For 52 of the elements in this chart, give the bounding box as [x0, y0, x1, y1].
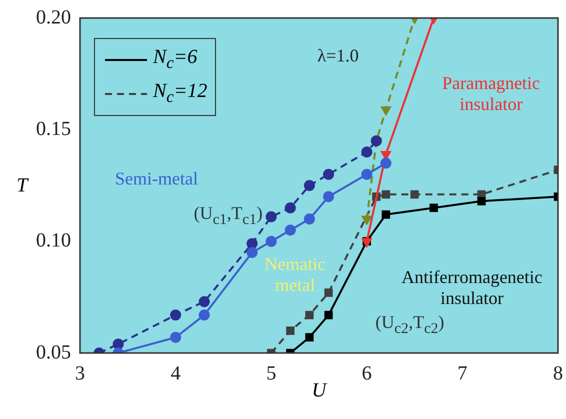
- annotation: λ=1.0: [317, 45, 359, 66]
- legend-label: N$_{c}$=6: [153, 46, 198, 72]
- legend-label: N$_{c}$=12: [153, 80, 208, 106]
- x-tick-label: 5: [266, 362, 276, 384]
- annotation: Nematic metal: [264, 254, 326, 296]
- annotation: (U$_{c1}$,T$_{c1}$): [194, 202, 263, 230]
- point: [304, 214, 315, 224]
- y-tick-label: 0.10: [36, 230, 71, 252]
- point: [305, 310, 314, 320]
- y-tick-label: 0.05: [36, 341, 71, 364]
- point: [361, 168, 372, 180]
- point: [370, 135, 382, 146]
- x-tick-label: 8: [553, 362, 563, 384]
- point: [477, 196, 486, 206]
- point: [382, 210, 390, 219]
- point: [323, 191, 334, 202]
- annotation: Paramagnetic insulator: [442, 72, 540, 115]
- x-tick-label: 3: [75, 362, 85, 384]
- x-tick-label: 4: [170, 362, 181, 384]
- point: [380, 158, 392, 169]
- annotation: Semi-metal: [114, 168, 198, 190]
- point: [410, 190, 419, 199]
- point: [284, 202, 296, 214]
- x-tick-label: 7: [457, 362, 468, 384]
- point: [304, 180, 315, 191]
- point: [198, 310, 210, 321]
- point: [323, 168, 334, 180]
- annotation: Antiferromagenetic insulator: [401, 267, 542, 310]
- point: [286, 326, 294, 335]
- point: [170, 332, 182, 343]
- point: [381, 106, 391, 116]
- point: [266, 236, 277, 247]
- point: [305, 333, 314, 342]
- y-axis-title: T: [16, 174, 28, 197]
- point: [361, 146, 372, 158]
- point: [362, 216, 372, 224]
- point: [266, 211, 277, 222]
- point: [382, 190, 390, 199]
- x-axis-title: U: [312, 380, 326, 402]
- point: [324, 288, 333, 297]
- y-tick-label: 0.20: [36, 6, 71, 28]
- point: [324, 310, 333, 320]
- point: [246, 238, 258, 250]
- point: [170, 310, 182, 321]
- point: [112, 338, 124, 350]
- point: [430, 204, 438, 212]
- point: [198, 296, 210, 308]
- x-tick-label: 6: [362, 362, 372, 384]
- point: [246, 247, 258, 258]
- annotation: (U$_{c2}$,T$_{c2}$): [375, 312, 444, 339]
- point: [284, 224, 296, 236]
- y-tick-label: 0.15: [36, 118, 71, 140]
